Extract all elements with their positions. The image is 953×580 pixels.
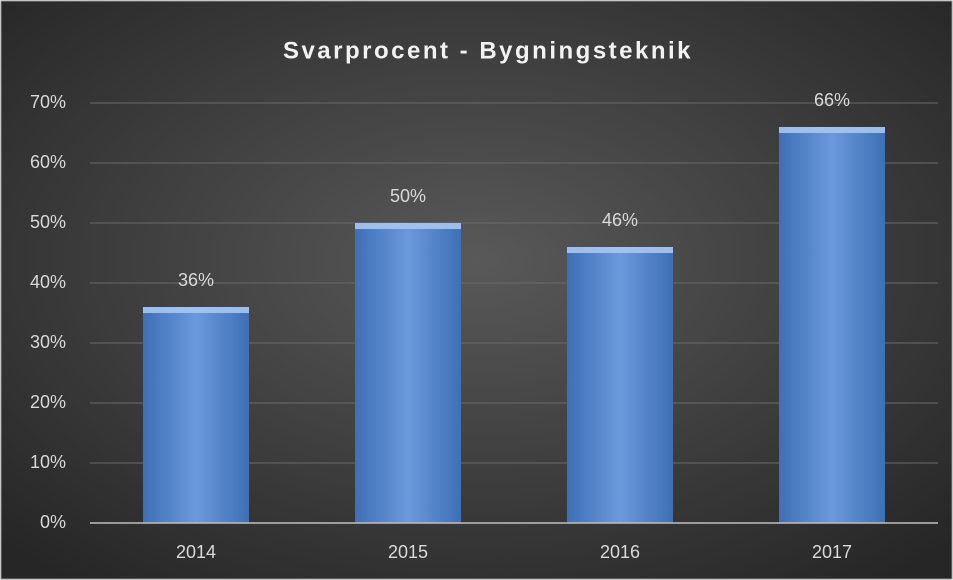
bar <box>355 223 461 523</box>
y-tick-label: 30% <box>30 332 66 352</box>
y-tick-label: 10% <box>30 452 66 472</box>
bar-bevel <box>355 223 461 229</box>
bar <box>143 307 249 523</box>
bar-bevel <box>779 127 885 133</box>
data-label: 36% <box>178 270 214 290</box>
data-label: 46% <box>602 210 638 230</box>
x-tick-label: 2015 <box>388 542 428 562</box>
bar <box>567 247 673 523</box>
x-tick-label: 2014 <box>176 542 216 562</box>
bar-bevel <box>143 307 249 313</box>
data-label: 66% <box>814 90 850 110</box>
y-tick-label: 20% <box>30 392 66 412</box>
y-tick-label: 70% <box>30 92 66 112</box>
bar-bevel <box>567 247 673 253</box>
data-label: 50% <box>390 186 426 206</box>
chart-title: Svarprocent - Bygningsteknik <box>283 37 693 64</box>
y-tick-label: 40% <box>30 272 66 292</box>
y-tick-label: 50% <box>30 212 66 232</box>
bar <box>779 127 885 523</box>
x-tick-label: 2016 <box>600 542 640 562</box>
x-tick-label: 2017 <box>812 542 852 562</box>
y-tick-label: 0% <box>40 512 66 532</box>
y-tick-label: 60% <box>30 152 66 172</box>
